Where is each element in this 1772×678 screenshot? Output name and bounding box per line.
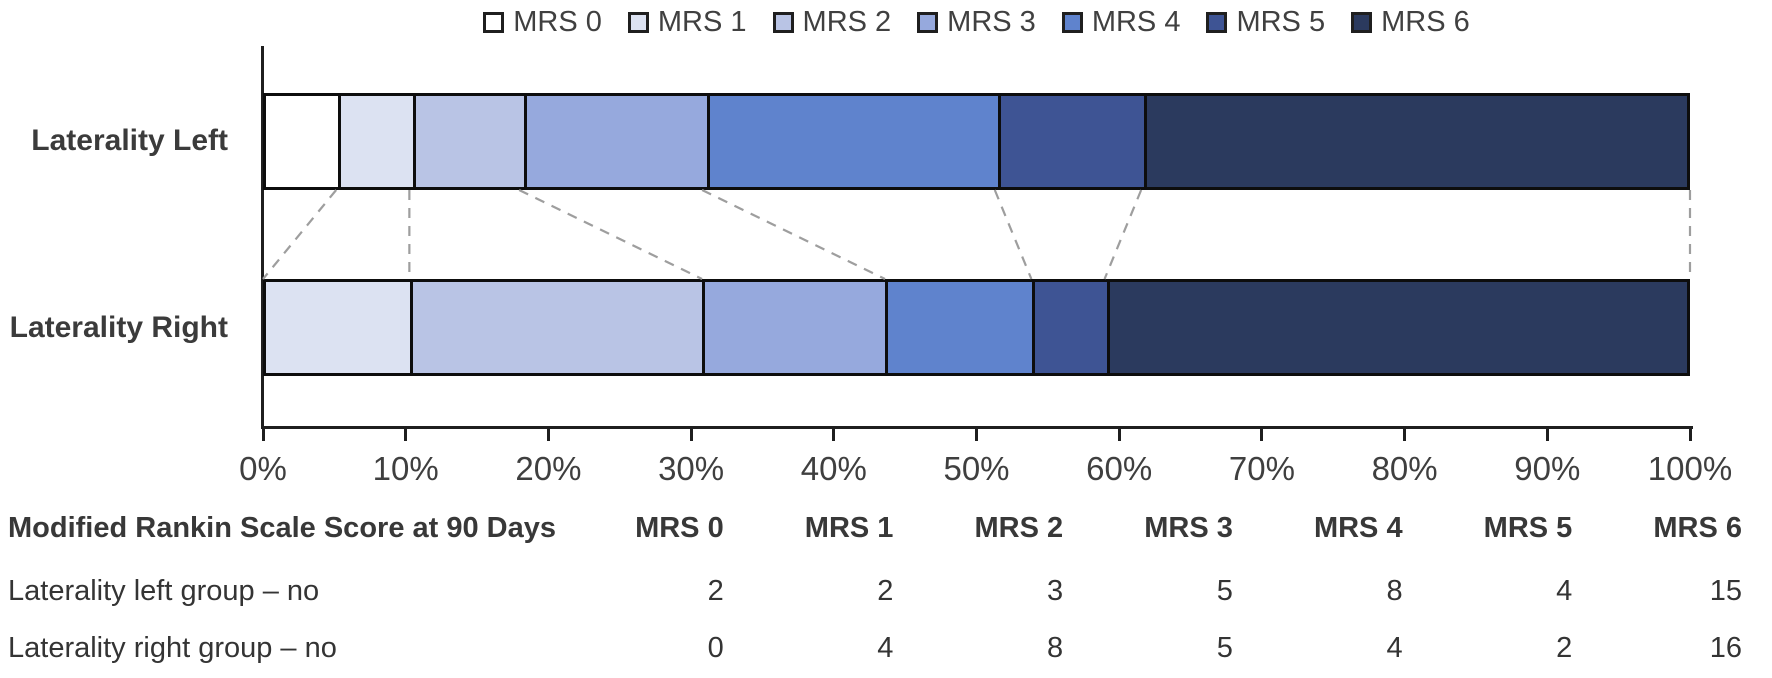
table-cell: 4 — [1556, 575, 1573, 607]
bar-laterality-left — [263, 93, 1690, 190]
table-cell: 0 — [707, 632, 724, 664]
legend-label: MRS 1 — [657, 6, 747, 38]
bar-laterality-right — [263, 279, 1690, 376]
bar-segment-mrs-3 — [701, 282, 885, 373]
connector-line — [1103, 189, 1143, 280]
table-cell: 2 — [1556, 632, 1573, 664]
x-tick — [832, 426, 836, 441]
x-tick-label: 0% — [239, 450, 287, 487]
x-tick-label: 80% — [1371, 450, 1438, 487]
table-cell: 4 — [877, 632, 894, 664]
x-tick — [1688, 426, 1692, 441]
bar-label-laterality-left: Laterality Left — [31, 124, 228, 157]
table-header-cell: MRS 3 — [1144, 512, 1233, 544]
table-header-cell: MRS 1 — [804, 512, 894, 544]
x-tick-label: 60% — [1086, 450, 1153, 487]
table-header-row: Modified Rankin Scale Score at 90 Days M… — [8, 512, 1756, 545]
table-header-cell: MRS 5 — [1483, 512, 1573, 544]
table-title: Modified Rankin Scale Score at 90 Days — [8, 512, 556, 544]
row-label: Laterality right group – no — [8, 632, 337, 664]
legend-swatch-icon — [1061, 12, 1083, 33]
x-tick-label: 100% — [1647, 450, 1733, 487]
bar-segment-mrs-1 — [337, 96, 413, 187]
table-cell: 8 — [1047, 632, 1064, 664]
bar-segment-mrs-0 — [266, 96, 338, 187]
table-cell: 5 — [1216, 632, 1233, 664]
connector-line — [993, 189, 1033, 280]
bar-segment-mrs-5 — [997, 96, 1145, 187]
legend-item: MRS 1 — [627, 6, 747, 39]
x-tick-label: 30% — [658, 450, 725, 487]
bar-segment-mrs-2 — [412, 96, 524, 187]
legend-label: MRS 2 — [802, 6, 892, 38]
table-header-cell: MRS 2 — [974, 512, 1064, 544]
chart-legend: MRS 0 MRS 1 MRS 2 MRS 3 MRS 4 MRS 5 MRS 6 — [263, 6, 1690, 39]
table-header-cell: MRS 0 — [635, 512, 724, 544]
x-tick — [1117, 426, 1121, 441]
x-tick — [975, 426, 978, 441]
bar-segment-mrs-4 — [884, 282, 1033, 373]
bar-segment-mrs-6 — [1107, 282, 1687, 373]
x-tick-label: 40% — [800, 450, 867, 487]
legend-label: MRS 0 — [513, 6, 602, 38]
table-cell: 2 — [877, 575, 894, 607]
legend-swatch-icon — [917, 12, 939, 33]
connector-line — [701, 189, 886, 280]
bar-segment-mrs-6 — [1144, 96, 1687, 187]
legend-label: MRS 3 — [947, 6, 1036, 38]
bar-segment-mrs-3 — [523, 96, 707, 187]
legend-item: MRS 0 — [483, 6, 602, 39]
table-cell: 5 — [1216, 575, 1233, 607]
legend-swatch-icon — [1206, 12, 1228, 33]
legend-item: MRS 5 — [1206, 6, 1325, 39]
table-header-cell: MRS 4 — [1313, 512, 1403, 544]
bar-segment-mrs-5 — [1032, 282, 1108, 373]
legend-swatch-icon — [1351, 12, 1373, 33]
x-tick-label: 10% — [372, 450, 439, 487]
mrs-data-table: Modified Rankin Scale Score at 90 Days M… — [8, 512, 1756, 665]
x-tick — [1403, 426, 1407, 441]
legend-label: MRS 4 — [1091, 6, 1181, 38]
table-cell: 16 — [1709, 632, 1743, 664]
connector-line — [518, 189, 703, 280]
legend-swatch-icon — [772, 12, 794, 33]
row-label: Laterality left group – no — [8, 575, 320, 607]
table-row-left-group: Laterality left group – no 2 2 3 5 8 4 15 — [8, 575, 1756, 608]
table-cell: 8 — [1386, 575, 1403, 607]
bar-label-laterality-right: Laterality Right — [9, 311, 228, 344]
table-header-cell: MRS 6 — [1653, 512, 1743, 544]
table-cell: 2 — [707, 575, 724, 607]
table-cell: 4 — [1386, 632, 1403, 664]
legend-label: MRS 5 — [1236, 6, 1326, 38]
x-tick — [404, 426, 408, 441]
x-tick — [1260, 426, 1264, 441]
legend-label: MRS 6 — [1381, 6, 1470, 38]
x-tick — [1545, 426, 1549, 441]
legend-swatch-icon — [483, 12, 505, 33]
x-tick-label: 70% — [1228, 450, 1295, 487]
x-tick — [689, 426, 693, 441]
x-tick-label: 20% — [515, 450, 582, 487]
legend-item: MRS 3 — [917, 6, 1036, 39]
x-tick — [546, 426, 550, 441]
table-row-right-group: Laterality right group – no 0 4 8 5 4 2 16 — [8, 632, 1756, 665]
x-tick — [261, 426, 265, 441]
bar-segment-mrs-1 — [266, 282, 411, 373]
bar-segment-mrs-4 — [706, 96, 998, 187]
table-cell: 15 — [1709, 575, 1743, 607]
table-cell: 3 — [1047, 575, 1064, 607]
x-tick-label: 90% — [1514, 450, 1581, 487]
x-tick-label: 50% — [943, 450, 1010, 487]
legend-item: MRS 4 — [1061, 6, 1181, 39]
legend-swatch-icon — [627, 12, 649, 33]
legend-item: MRS 6 — [1351, 6, 1470, 39]
legend-item: MRS 2 — [772, 6, 892, 39]
connector-line — [262, 189, 338, 280]
bar-segment-mrs-2 — [410, 282, 702, 373]
